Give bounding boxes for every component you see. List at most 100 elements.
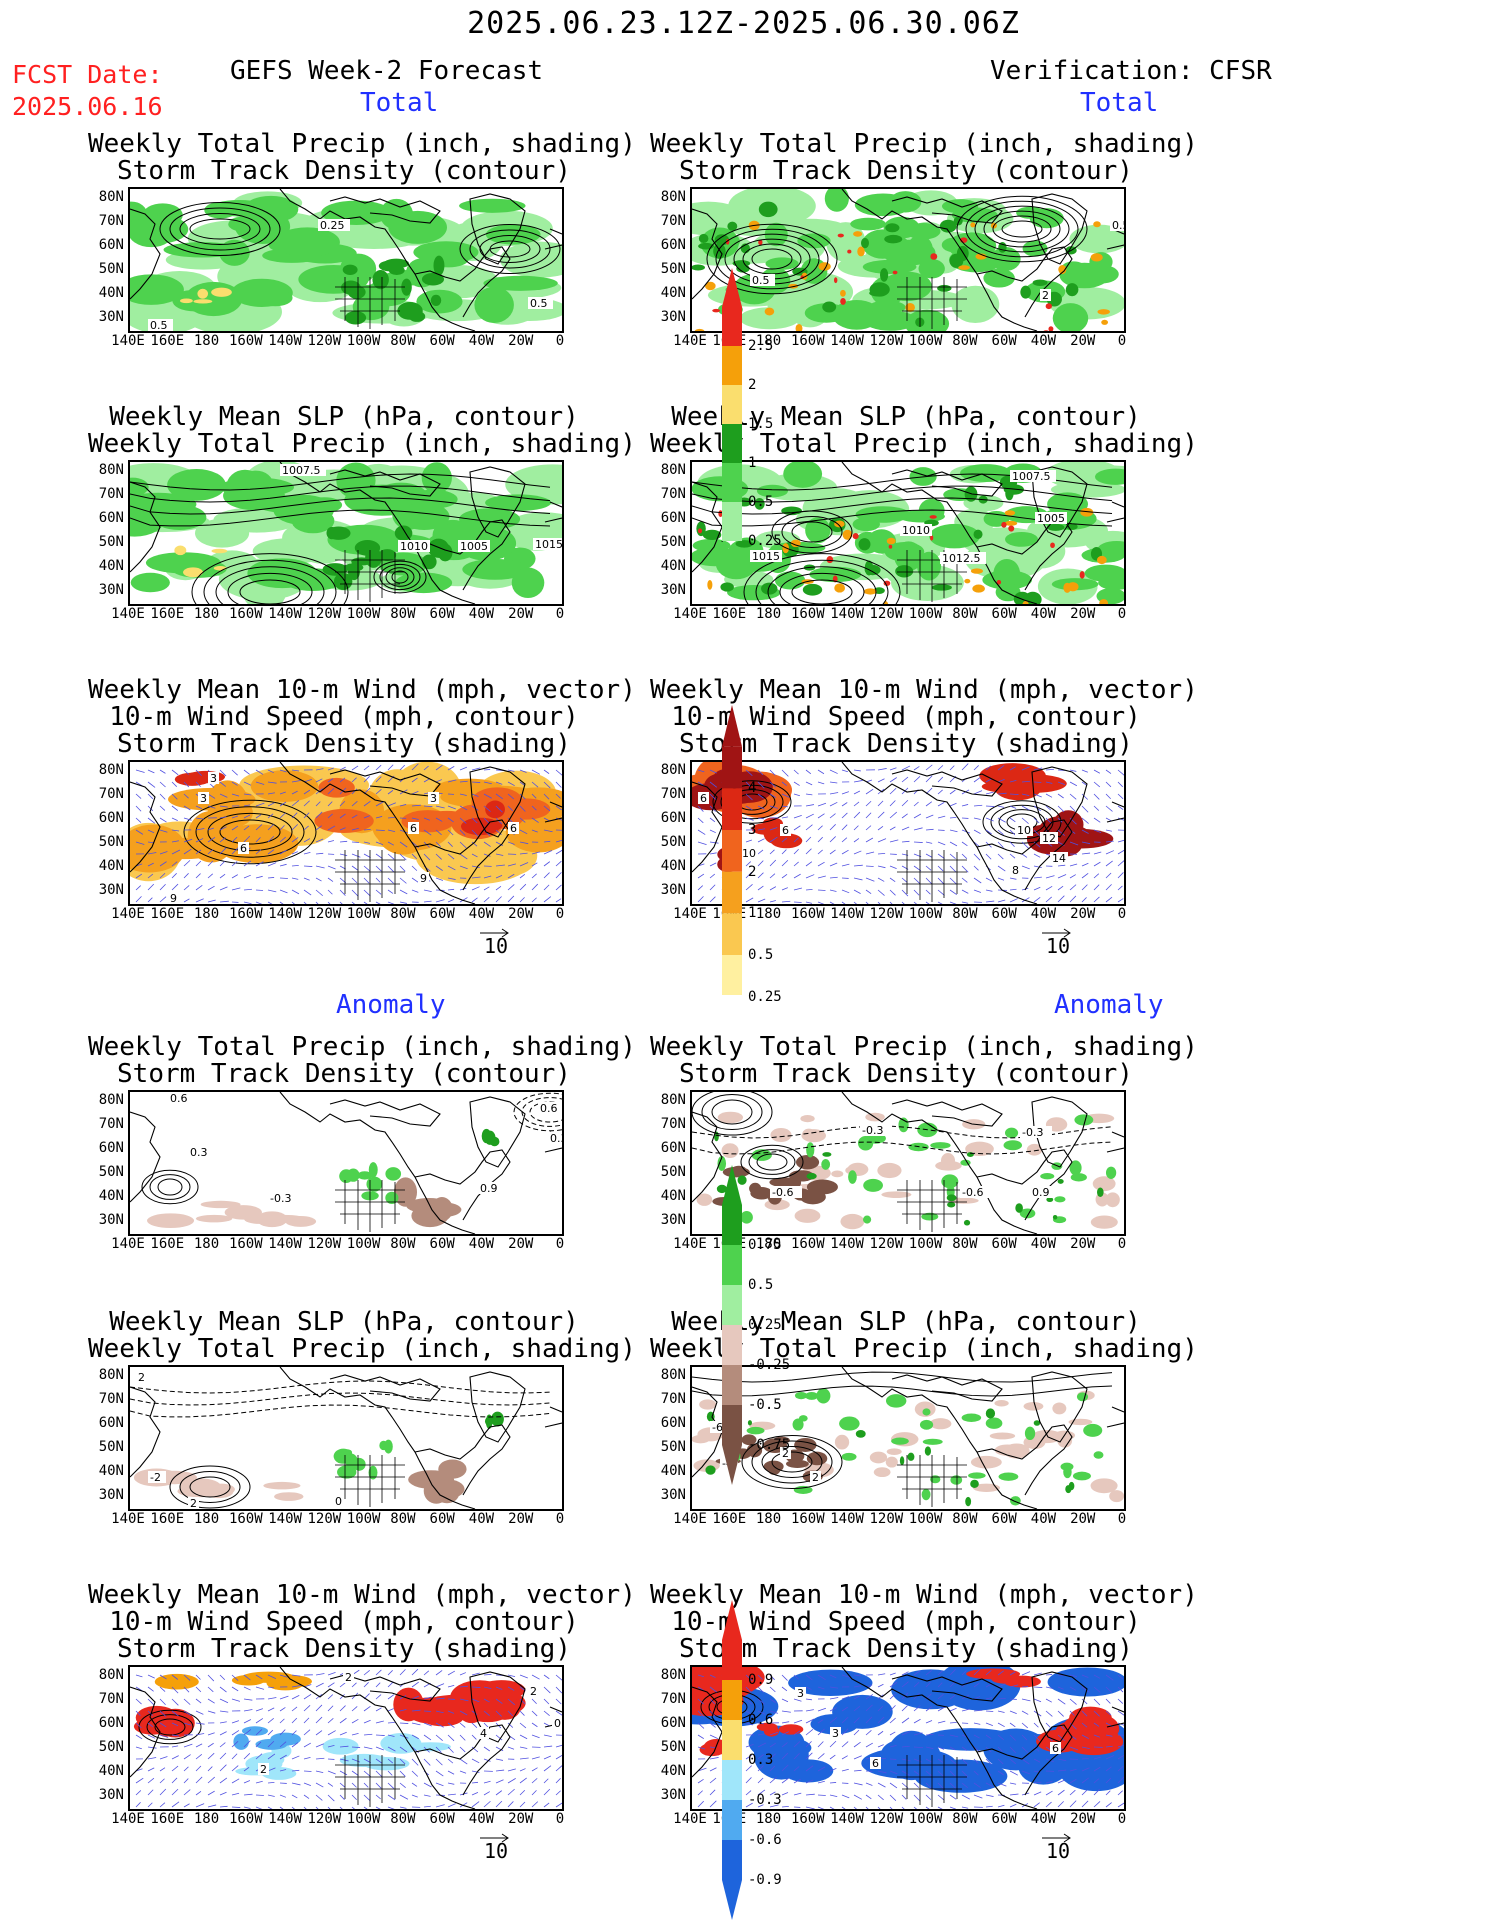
wind-vector bbox=[925, 814, 934, 819]
wind-vector bbox=[853, 901, 857, 904]
shading-blob bbox=[758, 201, 778, 218]
state-borders bbox=[335, 1455, 405, 1507]
wind-vector bbox=[543, 840, 551, 843]
wind-vector bbox=[793, 769, 799, 775]
wind-vector bbox=[435, 779, 442, 783]
wind-vector bbox=[411, 1758, 419, 1766]
contour-line bbox=[1001, 220, 1043, 238]
wind-vector bbox=[913, 1806, 918, 1809]
wind-vector bbox=[279, 801, 287, 807]
wind-vector bbox=[973, 1734, 980, 1739]
wind-vector bbox=[997, 1683, 1006, 1688]
lat-tick-label: 50N bbox=[660, 834, 686, 850]
wind-vector bbox=[135, 896, 142, 903]
shading-blob bbox=[274, 1492, 304, 1501]
wind-vector bbox=[1033, 876, 1042, 879]
wind-vector bbox=[1093, 851, 1102, 855]
wind-vector bbox=[171, 817, 178, 822]
wind-vector bbox=[1009, 1803, 1017, 1808]
shading-blob bbox=[474, 286, 514, 323]
wind-vector bbox=[435, 764, 443, 771]
colorbar-label: -0.75 bbox=[748, 1437, 791, 1453]
wind-vector bbox=[745, 1698, 753, 1705]
wind-vector bbox=[471, 865, 480, 868]
wind-vector bbox=[243, 804, 251, 807]
vector-ref-label: 10 bbox=[484, 934, 509, 958]
lon-tick-label: 140E bbox=[111, 1511, 145, 1527]
lat-tick-label: 50N bbox=[98, 834, 124, 850]
wind-vector bbox=[949, 1668, 957, 1676]
shading-blob bbox=[252, 538, 328, 565]
wind-vector bbox=[1093, 1778, 1100, 1784]
contour-line bbox=[965, 200, 1079, 258]
wind-vector bbox=[483, 886, 490, 891]
wind-vector bbox=[351, 1682, 357, 1688]
shading-blob bbox=[1097, 541, 1124, 559]
contour-label: 2 bbox=[138, 1371, 145, 1384]
wind-vector bbox=[937, 853, 945, 859]
wind-vector bbox=[913, 1718, 921, 1724]
colorbar-segment bbox=[722, 913, 742, 955]
shading-blob bbox=[1009, 1496, 1021, 1506]
shading-blob bbox=[994, 1400, 1009, 1407]
wind-vector bbox=[459, 1746, 466, 1753]
wind-vector bbox=[817, 1719, 824, 1724]
shading-blob bbox=[489, 1695, 521, 1720]
shading-blob bbox=[183, 567, 203, 578]
map-plot: 2-22 0 bbox=[130, 1367, 562, 1509]
shading-blob bbox=[1003, 1443, 1030, 1459]
wind-vector bbox=[1081, 781, 1088, 786]
coastline bbox=[1106, 1131, 1124, 1153]
wind-vector bbox=[291, 1706, 298, 1712]
contour-label: 0.5 bbox=[150, 319, 168, 331]
wind-vector bbox=[985, 900, 995, 903]
wind-vector bbox=[231, 825, 239, 831]
shading-blob bbox=[460, 817, 501, 836]
shading-blob bbox=[854, 193, 912, 217]
wind-vector bbox=[543, 1788, 551, 1796]
wind-vector bbox=[769, 1776, 777, 1784]
wind-vector bbox=[459, 1770, 467, 1774]
wind-vector bbox=[817, 1766, 826, 1772]
shading-blob bbox=[1069, 1706, 1112, 1729]
wind-vector bbox=[219, 1791, 227, 1796]
panel-title: Weekly Total Precip (inch, shading) Stor… bbox=[650, 129, 1198, 186]
wind-vector bbox=[829, 824, 836, 831]
shading-blob bbox=[197, 288, 209, 299]
wind-vector bbox=[841, 791, 850, 795]
contour-label-bg bbox=[552, 1717, 562, 1729]
wind-vector bbox=[781, 849, 787, 855]
lon-tick-label: 0 bbox=[555, 606, 565, 622]
shading-blob bbox=[1001, 521, 1007, 528]
wind-vector bbox=[399, 1708, 407, 1712]
wind-vector bbox=[507, 1801, 514, 1808]
wind-vector bbox=[435, 1670, 443, 1676]
wind-vector bbox=[195, 817, 204, 820]
wind-vector bbox=[853, 850, 862, 855]
shading-blob bbox=[423, 1694, 487, 1713]
contour-label: 0.3 bbox=[190, 1146, 208, 1159]
wind-vector bbox=[973, 889, 982, 893]
wind-vector bbox=[985, 805, 995, 807]
right-anomaly-label: Anomaly bbox=[1054, 990, 1164, 1020]
contour-label-bg bbox=[343, 1671, 354, 1683]
wind-vector bbox=[1093, 829, 1102, 833]
contour-line bbox=[169, 1465, 251, 1509]
wind-vector bbox=[531, 781, 539, 788]
wind-vector bbox=[1033, 841, 1041, 848]
wind-vector bbox=[961, 865, 969, 873]
shading-blob bbox=[499, 241, 562, 278]
wind-vector bbox=[913, 766, 920, 771]
lon-tick-label: 180 bbox=[755, 1811, 782, 1827]
wind-vector bbox=[399, 1746, 408, 1753]
lon-tick-label: 180 bbox=[193, 333, 220, 349]
wind-vector bbox=[411, 790, 419, 795]
wind-vector bbox=[853, 769, 861, 772]
lon-tick-label: 80W bbox=[390, 906, 416, 922]
wind-vector bbox=[291, 1806, 295, 1809]
shading-blob bbox=[705, 281, 716, 291]
wind-vector bbox=[243, 1793, 253, 1796]
vector-ref-label: 10 bbox=[484, 1839, 509, 1863]
lat-tick-label: 30N bbox=[660, 1212, 686, 1228]
wind-vector bbox=[231, 815, 239, 819]
